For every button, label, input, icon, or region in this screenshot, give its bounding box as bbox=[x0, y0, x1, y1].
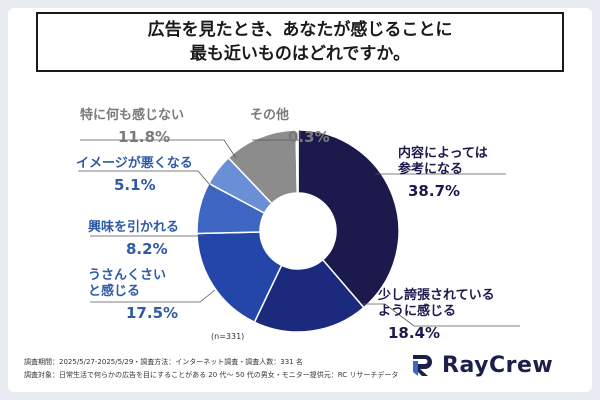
leader-line-other bbox=[252, 130, 301, 141]
value-label: 8.2% bbox=[126, 240, 168, 258]
data-label-suspicious: うさんくさい と感じる 17.5% bbox=[88, 268, 178, 322]
slice-reference bbox=[297, 129, 400, 309]
question-title-box: 広告を見たとき、あなたが感じることに 最も近いものはどれですか。 bbox=[36, 12, 564, 72]
data-label-no-feeling: 特に何も感じない 11.8% bbox=[80, 108, 184, 146]
data-label-other: その他 0.3% bbox=[250, 108, 330, 146]
category-label: 少し誇張されている bbox=[378, 288, 495, 303]
raycrew-logo: RayCrew bbox=[410, 352, 553, 378]
category-label: 参考になる bbox=[398, 162, 464, 177]
slice-suspicious bbox=[196, 231, 283, 324]
slice-other bbox=[295, 129, 299, 194]
category-label: と感じる bbox=[88, 284, 141, 299]
leader-line-suspicious bbox=[90, 289, 216, 303]
category-label: ように感じる bbox=[378, 304, 457, 319]
slice-exaggerated bbox=[253, 258, 365, 333]
category-label: 特に何も感じない bbox=[80, 108, 185, 123]
category-label: 内容によっては bbox=[398, 146, 488, 161]
leader-line-bad-image bbox=[78, 170, 217, 193]
survey-target-note: 調査対象：日常生活で何らかの広告を目にすることがある 20 代〜 50 代の男女… bbox=[24, 371, 399, 379]
data-label-exaggerated: 少し誇張されている ように感じる 18.4% bbox=[378, 288, 495, 342]
value-label: 38.7% bbox=[408, 182, 461, 200]
data-label-interesting: 興味を引かれる 8.2% bbox=[88, 220, 179, 258]
brand-name: RayCrew bbox=[442, 352, 554, 378]
title-line-2: 最も近いものはどれですか。 bbox=[189, 44, 411, 64]
sample-size-label: (n=331) bbox=[211, 332, 245, 341]
value-label: 5.1% bbox=[114, 176, 156, 194]
raycrew-logo-mark-icon bbox=[413, 355, 432, 376]
category-label: イメージが悪くなる bbox=[76, 156, 193, 171]
category-label: うさんくさい bbox=[88, 268, 167, 283]
data-label-bad-image: イメージが悪くなる 5.1% bbox=[76, 156, 193, 194]
value-label: 11.8% bbox=[118, 128, 171, 146]
category-label: 興味を引かれる bbox=[88, 220, 180, 235]
survey-period-note: 調査期間：2025/5/27-2025/5/29・調査方法：インターネット調査・… bbox=[24, 358, 303, 366]
value-label: 17.5% bbox=[126, 304, 179, 322]
value-label: 18.4% bbox=[388, 324, 441, 342]
category-label: その他 bbox=[250, 108, 290, 123]
title-line-1: 広告を見たとき、あなたが感じることに bbox=[147, 20, 453, 40]
value-label: 0.3% bbox=[288, 128, 330, 146]
leader-line-exaggerated bbox=[362, 303, 520, 327]
data-label-reference: 内容によっては 参考になる 38.7% bbox=[398, 146, 488, 200]
leader-line-no-feeling bbox=[80, 139, 237, 159]
